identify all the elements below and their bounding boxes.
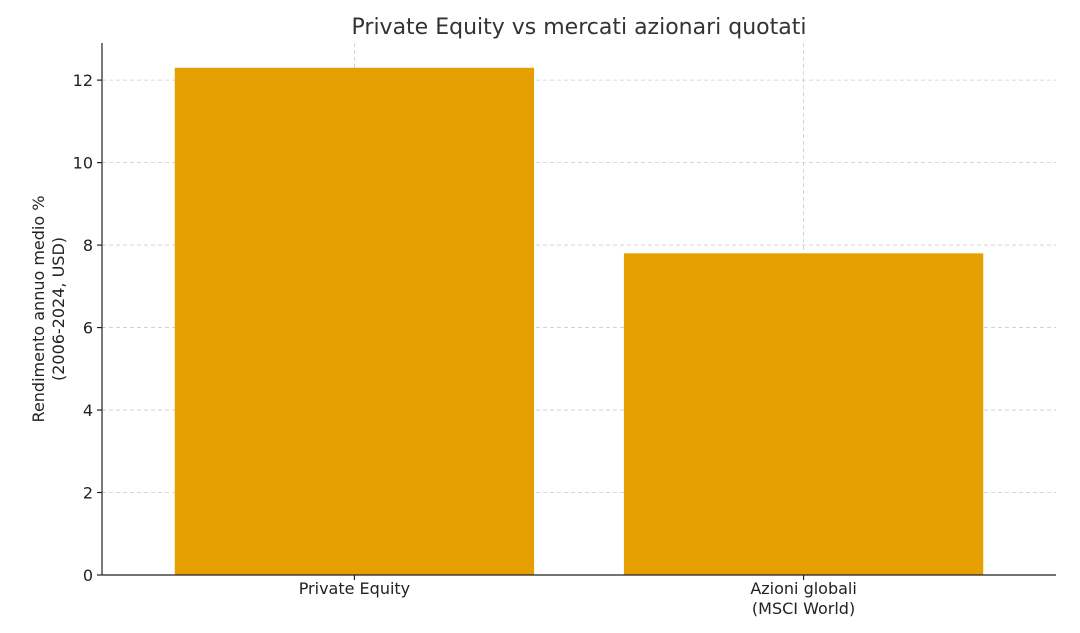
bar <box>174 67 535 575</box>
chart-title: Private Equity vs mercati azionari quota… <box>352 15 807 40</box>
x-tick-label: Azioni globali (MSCI World) <box>750 579 857 618</box>
y-tick-label: 6 <box>83 319 93 338</box>
y-tick-label: 10 <box>73 154 93 173</box>
y-tick-label: 0 <box>83 566 93 585</box>
y-axis-label: Rendimento annuo medio %(2006-2024, USD) <box>29 196 68 423</box>
y-tick-label: 2 <box>83 484 93 503</box>
y-tick-label: 8 <box>83 236 93 255</box>
x-tick-label: Private Equity <box>299 579 410 598</box>
y-tick-label: 12 <box>73 71 93 90</box>
y-tick-label: 4 <box>83 401 93 420</box>
bar <box>623 253 984 576</box>
